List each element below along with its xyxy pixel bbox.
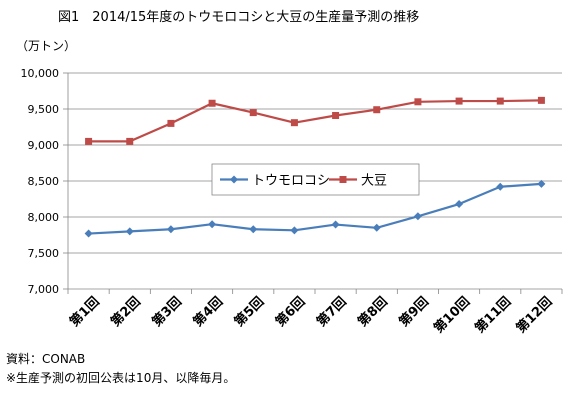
data-point [455,97,463,105]
unit-label: （万トン） [16,39,76,53]
y-axis: 7,000 7,500 8,000 8,500 9,000 9,500 10,000 [21,67,69,296]
x-tick-label: 第9回 [396,294,432,330]
data-point [332,111,340,119]
data-point [290,226,299,235]
series-line [88,182,542,235]
series-2 [85,96,545,145]
data-point [372,223,381,232]
x-tick-label: 第8回 [355,294,391,330]
series-line [88,99,542,143]
data-point [208,99,216,107]
legend-marker [230,175,238,184]
data-point [290,119,298,127]
x-tick-label: 第12回 [513,294,555,336]
x-tick-label: 第11回 [472,294,514,336]
gridlines [68,72,562,290]
x-tick-label: 第1回 [67,294,103,330]
legend-marker [339,176,347,183]
y-tick-label: 9,500 [28,103,60,116]
y-tick-label: 7,000 [28,283,60,296]
data-point [331,220,340,229]
legend-label: トウモロコシ [252,174,330,189]
y-tick-label: 8,500 [28,175,60,188]
data-point [167,119,175,127]
data-point [249,109,257,117]
x-tick-label: 第3回 [149,294,185,330]
remark-note: ※生産予測の初回公表は10月、以降毎月。 [6,371,236,385]
data-point [496,182,505,191]
chart: 図1 2014/15年度のトウモロコシと大豆の生産量予測の推移 （万トン） 7,… [16,9,563,336]
data-point [85,137,93,145]
x-tick-label: 第4回 [190,294,226,330]
x-tick-label: 第5回 [231,294,267,330]
data-point [413,212,422,221]
data-point [537,96,545,104]
data-point [249,225,258,234]
x-axis: 第1回 第2回 第3回 第4回 第5回 第6回 第7回 第8回 第9回 第10回 第11回 第12回 [67,289,563,336]
data-point [414,98,422,106]
series-group [84,96,546,238]
data-point [126,137,134,145]
data-point [455,200,464,209]
y-tick-label: 8,000 [28,211,60,224]
series-1 [84,179,546,238]
data-point [373,106,381,114]
y-tick-label: 9,000 [28,139,60,152]
data-point [496,97,504,105]
chart-title: 図1 2014/15年度のトウモロコシと大豆の生産量予測の推移 [58,9,419,25]
y-tick-label: 7,500 [28,247,60,260]
y-tick-label: 10,000 [21,67,60,80]
x-tick-label: 第2回 [108,294,144,330]
data-point [84,229,93,238]
legend: トウモロコシ 大豆 [211,163,420,196]
data-point [208,220,217,229]
data-point [537,179,546,188]
source-note: 資料：CONAB [6,352,86,366]
x-tick-label: 第10回 [431,294,473,336]
x-tick-label: 第6回 [272,294,308,330]
data-point [125,227,134,236]
x-tick-label: 第7回 [314,294,350,330]
data-point [166,225,175,234]
legend-label: 大豆 [361,174,387,189]
